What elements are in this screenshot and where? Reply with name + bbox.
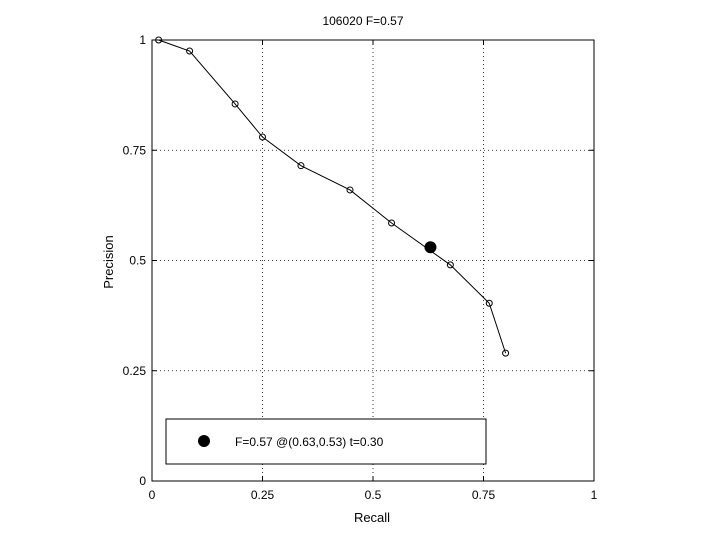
data-point bbox=[388, 219, 396, 227]
y-tick-label: 0 bbox=[139, 474, 146, 488]
data-point bbox=[346, 186, 354, 194]
data-point bbox=[502, 349, 510, 357]
highlight-point bbox=[424, 241, 437, 254]
data-point bbox=[186, 47, 194, 55]
data-point bbox=[446, 261, 454, 269]
y-tick-label: 1 bbox=[139, 33, 146, 47]
legend-label: F=0.57 @(0.63,0.53) t=0.30 bbox=[235, 435, 384, 449]
x-tick-label: 0.25 bbox=[251, 488, 275, 502]
chart-title: 106020 F=0.57 bbox=[322, 14, 403, 28]
x-tick-label: 1 bbox=[591, 488, 598, 502]
grid-lines bbox=[152, 40, 594, 481]
axis-ticks: 0 0.25 0.5 0.75 1 0 0.25 0.5 0.75 1 bbox=[123, 33, 598, 502]
x-tick-label: 0.75 bbox=[472, 488, 496, 502]
y-axis-label: Precision bbox=[101, 235, 116, 288]
data-point bbox=[231, 100, 239, 108]
series-line bbox=[158, 39, 507, 354]
y-tick-label: 0.5 bbox=[129, 254, 146, 268]
legend: F=0.57 @(0.63,0.53) t=0.30 bbox=[165, 418, 487, 465]
x-tick-label: 0 bbox=[149, 488, 156, 502]
data-point bbox=[297, 162, 305, 170]
x-axis-label: Recall bbox=[354, 510, 390, 525]
data-point bbox=[259, 133, 266, 141]
y-tick-label: 0.75 bbox=[123, 143, 147, 157]
data-point bbox=[485, 299, 493, 307]
legend-box bbox=[165, 418, 487, 465]
series-group bbox=[155, 36, 510, 357]
x-tick-label: 0.5 bbox=[365, 488, 382, 502]
legend-marker bbox=[198, 435, 210, 447]
y-tick-label: 0.25 bbox=[123, 364, 147, 378]
